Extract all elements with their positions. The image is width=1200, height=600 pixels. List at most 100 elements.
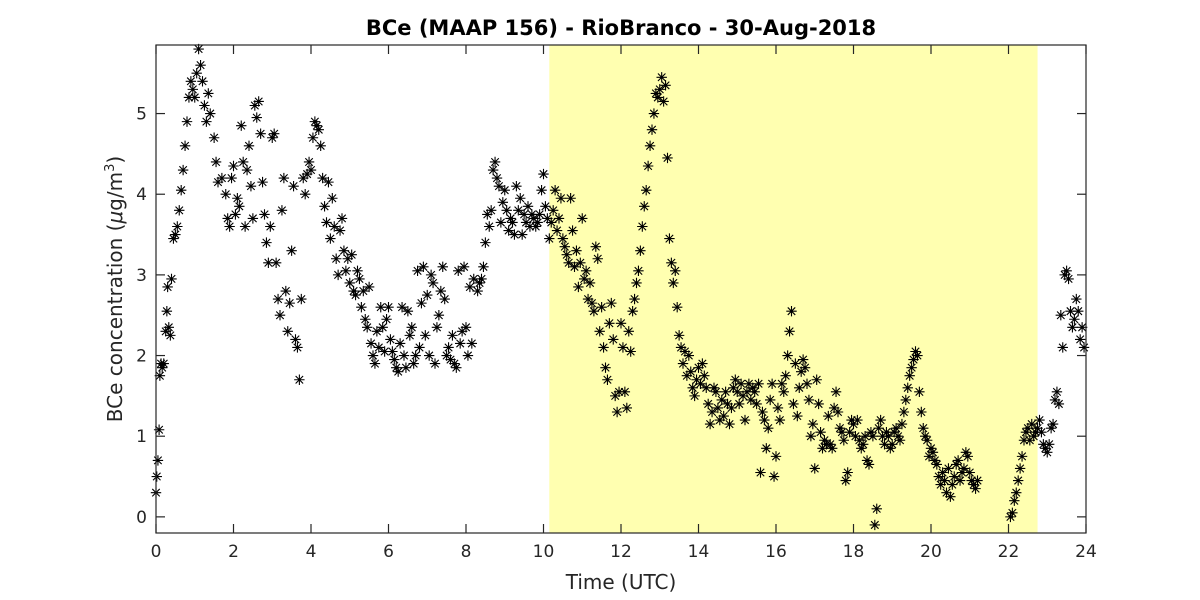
y-label-suffix: ) xyxy=(103,156,127,164)
data-point xyxy=(476,273,487,285)
data-point xyxy=(464,281,476,293)
data-point xyxy=(507,217,518,228)
data-point xyxy=(265,221,276,232)
data-point xyxy=(772,402,784,414)
data-point xyxy=(1057,342,1068,353)
data-point xyxy=(301,168,313,180)
data-point xyxy=(888,426,900,438)
data-point xyxy=(524,221,536,232)
data-point xyxy=(795,366,807,377)
data-point xyxy=(701,382,712,394)
data-point xyxy=(606,297,617,309)
data-point xyxy=(633,265,644,277)
data-point xyxy=(945,491,956,502)
data-point xyxy=(253,96,264,107)
data-point xyxy=(770,451,782,462)
data-point xyxy=(792,410,803,422)
data-point xyxy=(1045,422,1057,434)
data-point xyxy=(491,172,503,184)
data-point xyxy=(714,414,726,426)
data-point xyxy=(174,205,185,216)
data-point xyxy=(325,233,336,244)
data-point xyxy=(183,92,195,103)
data-point xyxy=(210,156,222,168)
data-point xyxy=(637,221,648,232)
data-point xyxy=(373,342,385,353)
data-point xyxy=(259,209,270,220)
data-point xyxy=(677,358,689,369)
y-label-prefix: BCe concentration ( xyxy=(103,224,127,423)
data-point xyxy=(1018,435,1030,446)
data-point xyxy=(873,422,884,434)
data-point xyxy=(706,406,718,418)
data-point xyxy=(237,156,249,168)
data-point xyxy=(904,370,915,381)
data-point xyxy=(1014,463,1026,474)
data-point xyxy=(679,346,691,357)
data-point xyxy=(747,382,758,394)
data-point xyxy=(151,471,162,482)
data-point xyxy=(681,370,693,381)
data-point xyxy=(823,410,834,422)
data-point xyxy=(604,318,615,329)
data-point xyxy=(683,350,695,361)
data-point xyxy=(949,471,960,482)
data-point xyxy=(879,439,890,450)
data-point xyxy=(153,424,165,435)
data-point xyxy=(687,382,698,394)
data-point xyxy=(623,326,634,337)
data-point xyxy=(571,245,582,256)
data-point xyxy=(923,451,935,462)
data-point xyxy=(1049,394,1061,406)
data-point xyxy=(449,358,460,369)
data-point xyxy=(693,362,704,373)
data-point xyxy=(749,386,760,398)
data-point xyxy=(423,350,435,361)
data-point xyxy=(852,414,863,426)
data-point xyxy=(563,257,574,268)
data-point xyxy=(697,358,708,369)
data-point xyxy=(356,301,367,313)
data-point xyxy=(1020,426,1032,438)
data-point xyxy=(437,261,448,273)
data-point xyxy=(222,213,233,224)
data-point xyxy=(631,277,642,289)
data-point xyxy=(675,342,687,353)
data-point xyxy=(420,330,431,341)
data-point xyxy=(776,378,788,389)
data-point xyxy=(854,435,865,446)
data-point xyxy=(950,459,962,470)
data-point xyxy=(161,305,173,317)
data-point xyxy=(613,386,625,398)
data-point xyxy=(941,487,952,498)
data-point xyxy=(433,310,445,321)
data-point xyxy=(288,180,299,192)
x-tick-label: 24 xyxy=(1075,542,1097,562)
data-point xyxy=(1047,418,1059,430)
data-point xyxy=(466,338,478,349)
data-point xyxy=(1074,334,1086,345)
data-point xyxy=(389,354,400,365)
data-point xyxy=(807,418,819,430)
data-point xyxy=(451,362,462,373)
data-point xyxy=(619,386,631,398)
data-point xyxy=(551,225,563,236)
data-point xyxy=(875,414,886,426)
data-point xyxy=(251,112,262,123)
data-point xyxy=(317,172,328,184)
data-markers xyxy=(150,43,1090,531)
data-point xyxy=(377,322,388,333)
data-point xyxy=(639,201,650,212)
data-point xyxy=(160,326,171,337)
data-point xyxy=(385,334,396,345)
data-point xyxy=(577,213,588,224)
data-point xyxy=(685,366,696,377)
data-point xyxy=(418,261,429,273)
data-point xyxy=(857,439,869,450)
data-point xyxy=(557,233,569,244)
data-point xyxy=(445,354,456,365)
data-point xyxy=(943,463,954,474)
data-point xyxy=(371,326,383,337)
data-point xyxy=(177,164,189,176)
data-point xyxy=(534,209,545,220)
